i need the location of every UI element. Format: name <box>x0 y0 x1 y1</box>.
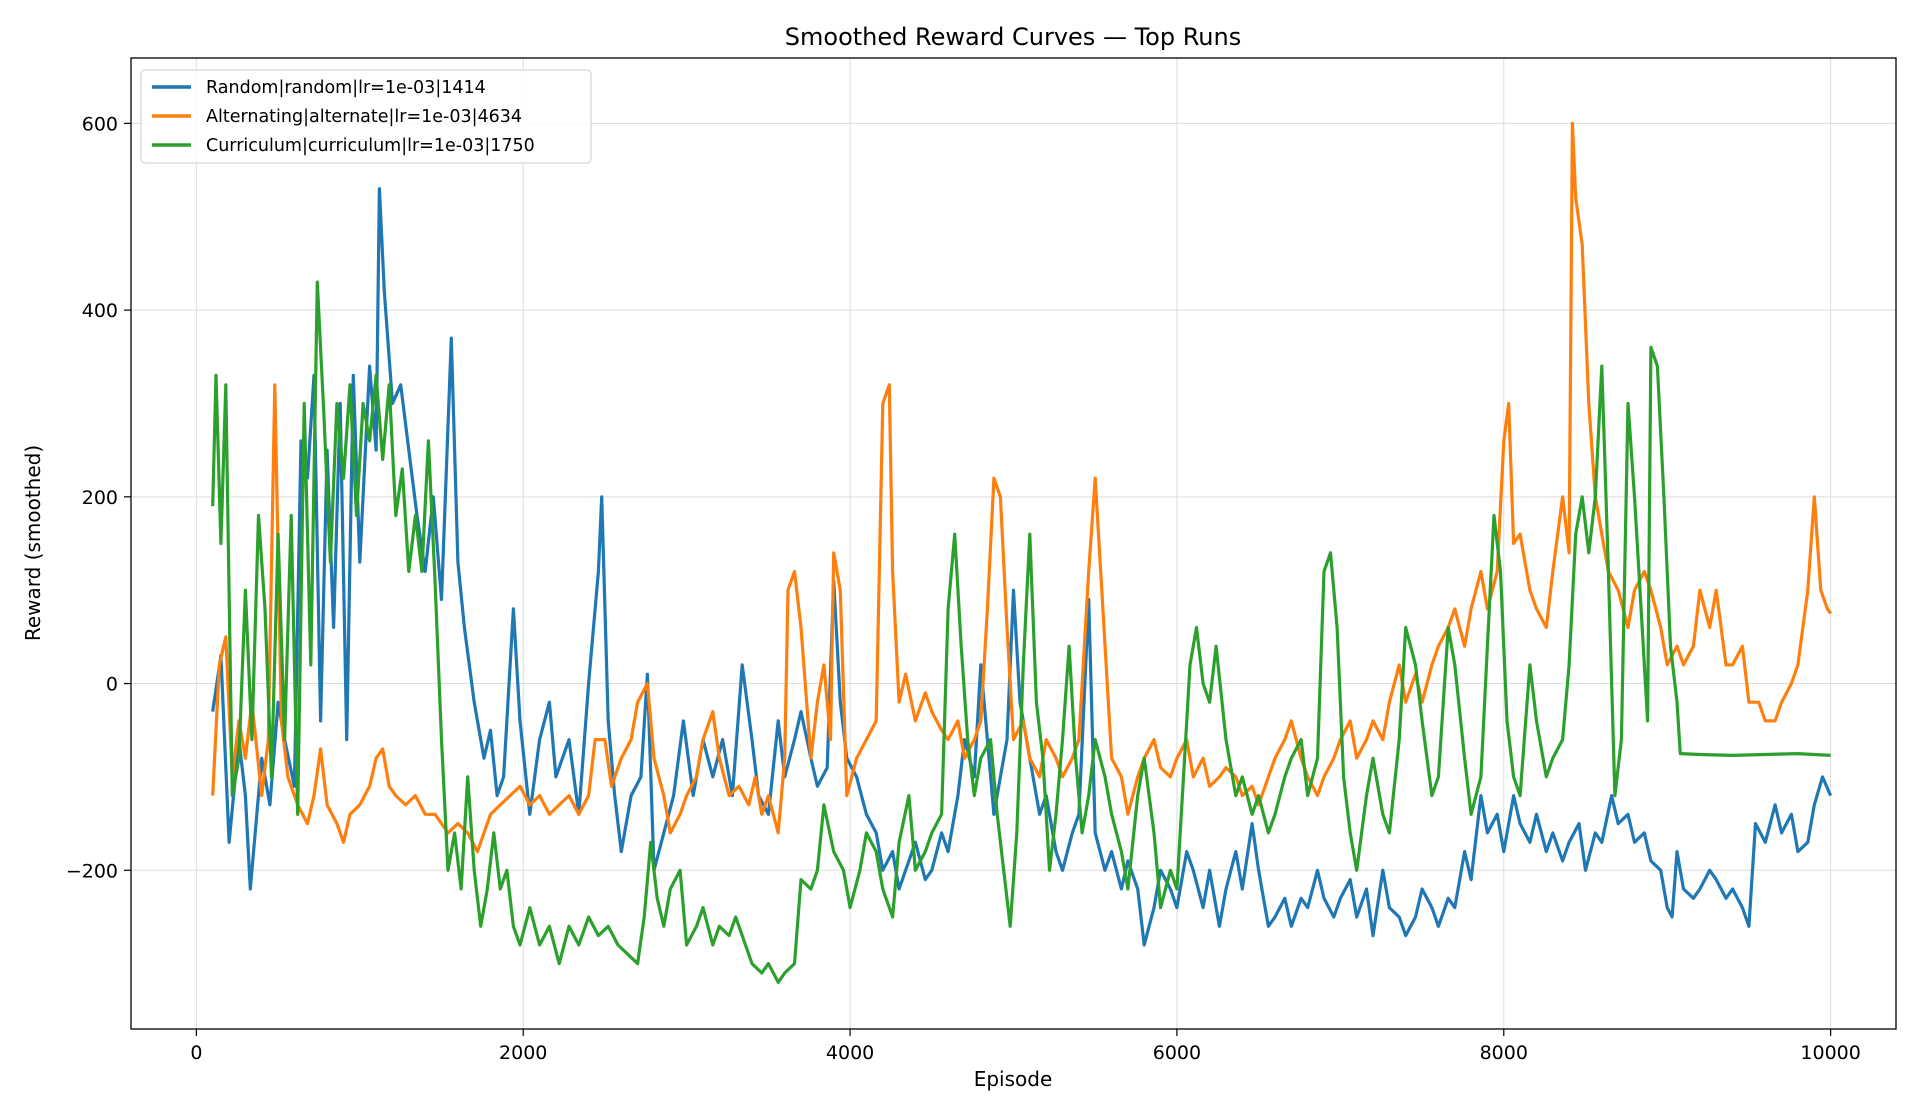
curriculum-series-line <box>211 280 1831 984</box>
x-tick-label: 10000 <box>1800 1042 1860 1064</box>
y-tick-label: 0 <box>106 674 118 696</box>
series-lines <box>211 121 1833 984</box>
x-tick-label: 8000 <box>1480 1042 1528 1064</box>
x-tick-label: 6000 <box>1153 1042 1201 1064</box>
y-axis-title: Reward (smoothed) <box>21 445 45 641</box>
x-axis-title: Episode <box>974 1067 1053 1091</box>
x-tick-label: 2000 <box>499 1042 547 1064</box>
chart-title: Smoothed Reward Curves — Top Runs <box>785 23 1241 51</box>
legend-box <box>140 69 592 164</box>
y-tick-label: −200 <box>66 860 118 882</box>
x-tick-label: 0 <box>190 1042 202 1064</box>
legend-label-random: Random|random|lr=1e-03|1414 <box>206 78 486 98</box>
y-tick-label: 600 <box>82 113 118 135</box>
plot-frame <box>130 57 1897 1030</box>
legend-label-curriculum: Curriculum|curriculum|lr=1e-03|1750 <box>206 136 535 156</box>
random-series-line <box>211 187 1833 947</box>
y-tick-label: 200 <box>82 487 118 509</box>
ticks: 0 2000 4000 6000 8000 10000 −200 0 200 400 600 <box>66 113 1861 1064</box>
alternating-series-line <box>211 121 1832 854</box>
legend-label-alternating: Alternating|alternate|lr=1e-03|4634 <box>206 107 522 127</box>
legend: Random|random|lr=1e-03|1414 Alternating|… <box>140 69 592 164</box>
x-tick-label: 4000 <box>826 1042 874 1064</box>
y-tick-label: 400 <box>82 300 118 322</box>
